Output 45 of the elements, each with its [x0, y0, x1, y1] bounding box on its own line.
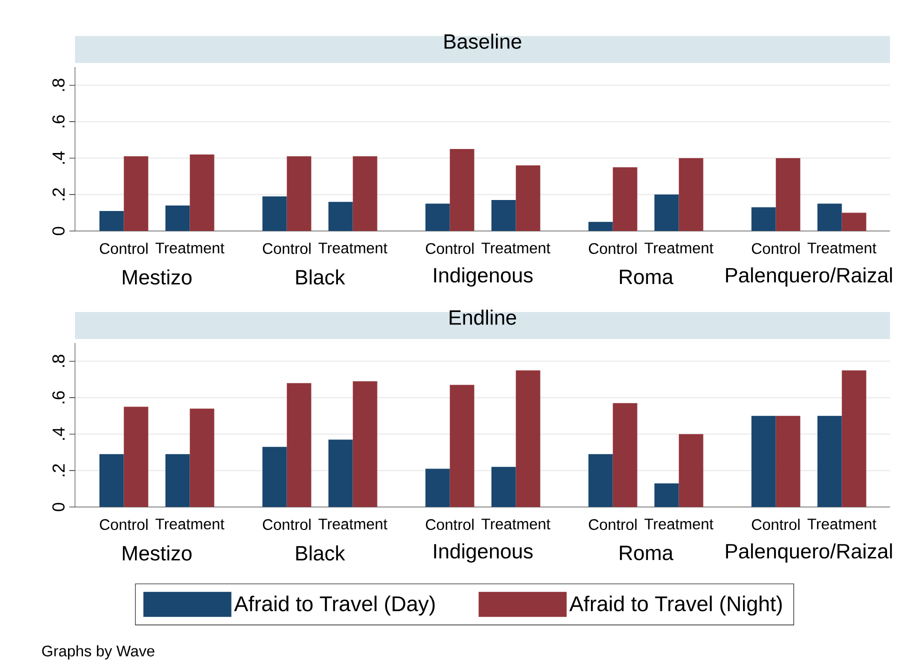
y-tick-label: .6 [52, 391, 65, 404]
x-tick-label: Treatment [482, 242, 550, 254]
y-tick-label: 0 [52, 226, 65, 236]
chart-title: Baseline [444, 34, 522, 49]
y-tick-label: .6 [52, 115, 65, 128]
text: Palenquero/Raizal [726, 543, 892, 563]
x-tick-label: Control [588, 242, 637, 254]
x-tick-label: Treatment [156, 242, 224, 254]
x-tick-label: Control [426, 242, 474, 254]
x-tick-label: Control [752, 242, 800, 254]
x-tick-label: Treatment [318, 242, 388, 254]
y-tick-label: 0 [52, 502, 65, 512]
y-tick-label: .2 [52, 188, 65, 200]
text: Mestizo [122, 269, 192, 285]
x-tick-label: Treatment [156, 518, 224, 530]
y-tick-label: .8 [52, 78, 65, 91]
text: Black [296, 545, 346, 561]
text: Roma [620, 546, 674, 560]
x-tick-label: Control [262, 242, 311, 254]
text: Palenquero/Raizal [726, 267, 892, 287]
x-tick-label: Control [426, 518, 474, 530]
x-tick-label: Control [752, 518, 800, 530]
text: Graphs by Wave [42, 645, 154, 660]
text: Mestizo [122, 545, 192, 561]
x-tick-label: Control [100, 242, 148, 254]
x-tick-label: Control [100, 518, 148, 530]
y-tick-label: .4 [52, 151, 65, 164]
x-tick-label: Treatment [808, 518, 876, 530]
x-tick-label: Treatment [482, 518, 550, 530]
legend-label: Afraid to Travel (Night) [569, 596, 782, 616]
y-tick-label: .2 [52, 464, 65, 476]
x-tick-label: Treatment [808, 242, 876, 254]
legend-label: Afraid to Travel (Day) [234, 596, 435, 616]
x-tick-label: Treatment [318, 518, 388, 530]
x-tick-label: Control [262, 518, 311, 530]
y-tick-label: .8 [52, 354, 65, 367]
text: Indigenous [434, 543, 533, 563]
text: Roma [620, 270, 674, 284]
y-tick-label: .4 [52, 427, 65, 440]
x-tick-label: Treatment [644, 518, 714, 530]
x-tick-label: Treatment [644, 242, 714, 254]
text: Black [296, 269, 346, 285]
chart-title: Endline [450, 310, 516, 325]
text: Indigenous [434, 267, 533, 287]
x-tick-label: Control [588, 518, 637, 530]
